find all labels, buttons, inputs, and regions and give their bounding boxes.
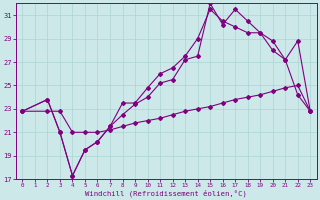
- X-axis label: Windchill (Refroidissement éolien,°C): Windchill (Refroidissement éolien,°C): [85, 189, 247, 197]
